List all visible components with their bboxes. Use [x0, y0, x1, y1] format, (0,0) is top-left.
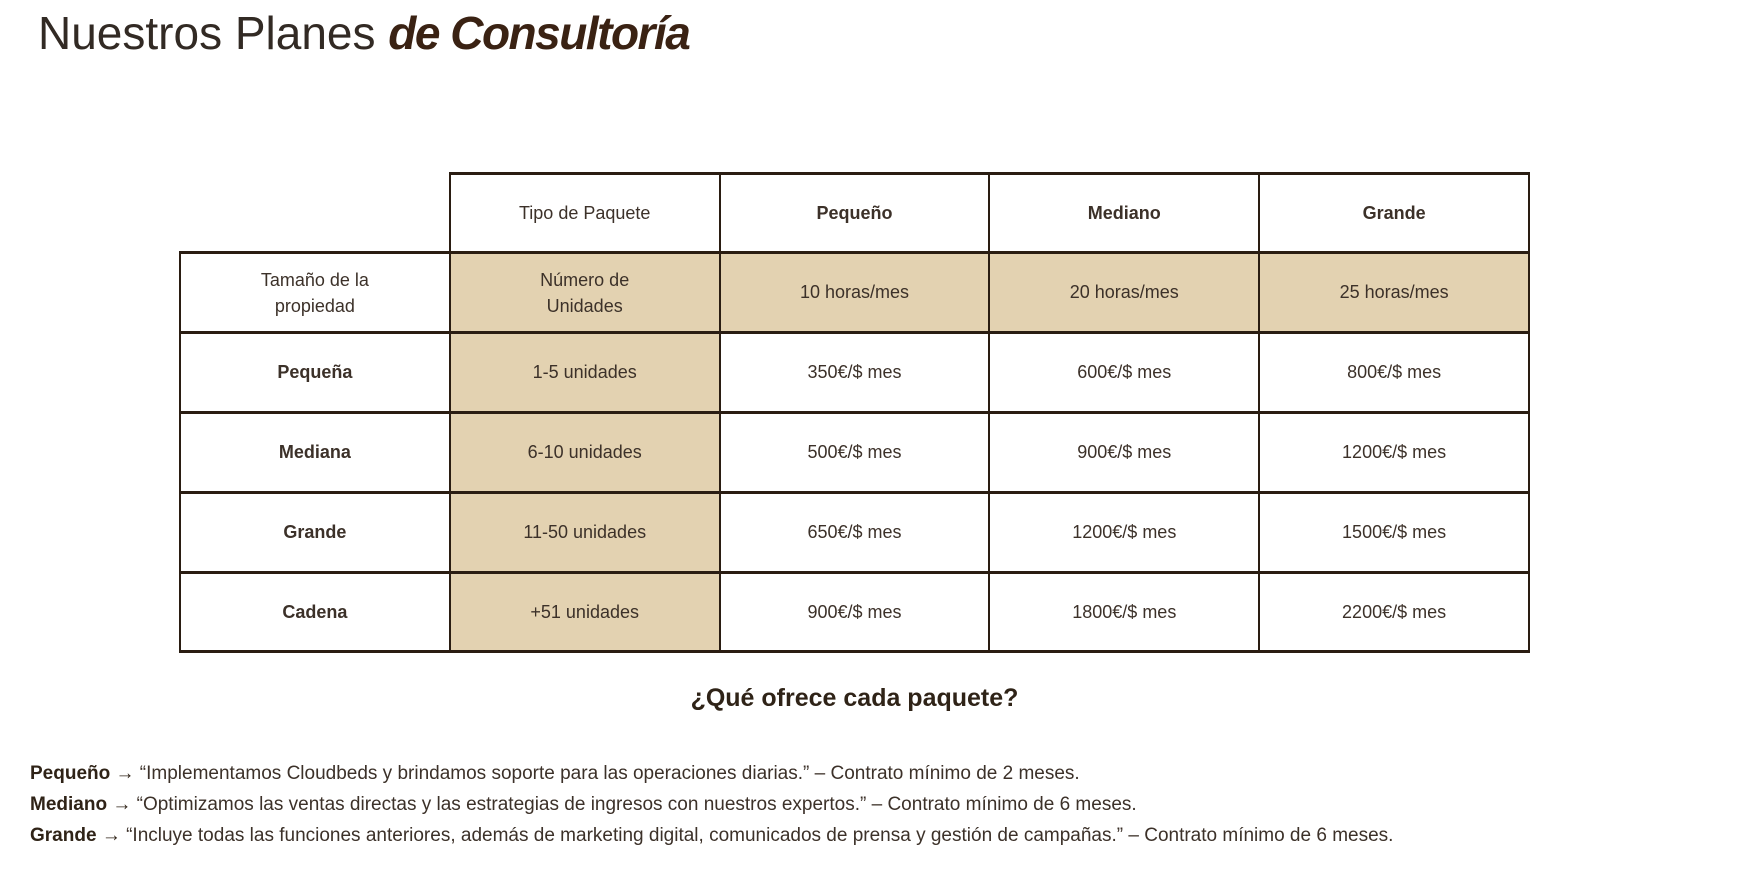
table-row-hours: Tamaño de la propiedad Número de Unidade… — [179, 251, 1530, 334]
table-row-mediana: Mediana 6-10 unidades 500€/$ mes 900€/$ … — [179, 411, 1530, 494]
column-header-pequeno: Pequeño — [718, 172, 991, 254]
package-name: Pequeño — [30, 763, 111, 784]
arrow-right-icon: → — [115, 763, 135, 784]
package-description-line-mediano: Mediano → “Optimizamos las ventas direct… — [30, 789, 1393, 820]
row-label: Cadena — [179, 571, 451, 653]
cell-price-pequeno: 350€/$ mes — [718, 331, 991, 414]
page-title-accent: de Consultoría — [388, 7, 691, 59]
table-row-pequena: Pequeña 1-5 unidades 350€/$ mes 600€/$ m… — [179, 331, 1530, 414]
cell-units: 11-50 unidades — [448, 491, 721, 574]
package-description-line-grande: Grande → “Incluye todas las funciones an… — [30, 820, 1393, 851]
cell-price-mediano: 1200€/$ mes — [988, 491, 1261, 574]
cell-price-grande: 2200€/$ mes — [1258, 571, 1530, 653]
cell-units: +51 unidades — [448, 571, 721, 653]
package-description-text: “Implementamos Cloudbeds y brindamos sop… — [139, 763, 1080, 784]
cell-hours-grande: 25 horas/mes — [1258, 251, 1530, 334]
page-title-regular: Nuestros Planes — [38, 7, 376, 59]
package-name: Mediano — [30, 794, 108, 815]
cell-price-grande: 800€/$ mes — [1258, 331, 1530, 414]
cell-price-mediano: 1800€/$ mes — [988, 571, 1261, 653]
empty-corner-cell — [180, 174, 450, 253]
table-header-row: Tipo de Paquete Pequeño Mediano Grande — [180, 172, 1530, 254]
package-description-line-pequeno: Pequeño → “Implementamos Cloudbeds y bri… — [30, 758, 1393, 789]
cell-units-header: Número de Unidades — [448, 251, 721, 334]
cell-price-grande: 1500€/$ mes — [1258, 491, 1530, 574]
table-row-grande: Grande 11-50 unidades 650€/$ mes 1200€/$… — [179, 491, 1530, 574]
page-title: Nuestros Planes de Consultoría — [38, 4, 691, 62]
cell-price-pequeno: 500€/$ mes — [718, 411, 991, 494]
package-description-text: “Optimizamos las ventas directas y las e… — [136, 794, 1137, 815]
cell-price-mediano: 600€/$ mes — [988, 331, 1261, 414]
cell-price-pequeno: 900€/$ mes — [718, 571, 991, 653]
row-label-property-size: Tamaño de la propiedad — [179, 251, 451, 334]
row-label: Pequeña — [179, 331, 451, 414]
cell-price-pequeno: 650€/$ mes — [718, 491, 991, 574]
section-heading: ¿Qué ofrece cada paquete? — [690, 684, 1019, 712]
column-header-mediano: Mediano — [988, 172, 1261, 254]
cell-units: 1-5 unidades — [448, 331, 721, 414]
table-row-cadena: Cadena +51 unidades 900€/$ mes 1800€/$ m… — [179, 571, 1530, 653]
package-name: Grande — [30, 825, 97, 846]
column-header-package-type: Tipo de Paquete — [448, 172, 721, 254]
arrow-right-icon: → — [112, 794, 132, 815]
column-header-grande: Grande — [1258, 172, 1530, 254]
package-description-text: “Incluye todas las funciones anteriores,… — [126, 825, 1394, 846]
package-descriptions: Pequeño → “Implementamos Cloudbeds y bri… — [30, 758, 1393, 851]
cell-price-grande: 1200€/$ mes — [1258, 411, 1530, 494]
arrow-right-icon: → — [101, 825, 121, 846]
pricing-table: Tipo de Paquete Pequeño Mediano Grande T… — [179, 172, 1530, 653]
cell-units: 6-10 unidades — [448, 411, 721, 494]
cell-hours-mediano: 20 horas/mes — [988, 251, 1261, 334]
cell-hours-pequeno: 10 horas/mes — [718, 251, 991, 334]
row-label: Mediana — [179, 411, 451, 494]
cell-price-mediano: 900€/$ mes — [988, 411, 1261, 494]
row-label: Grande — [179, 491, 451, 574]
